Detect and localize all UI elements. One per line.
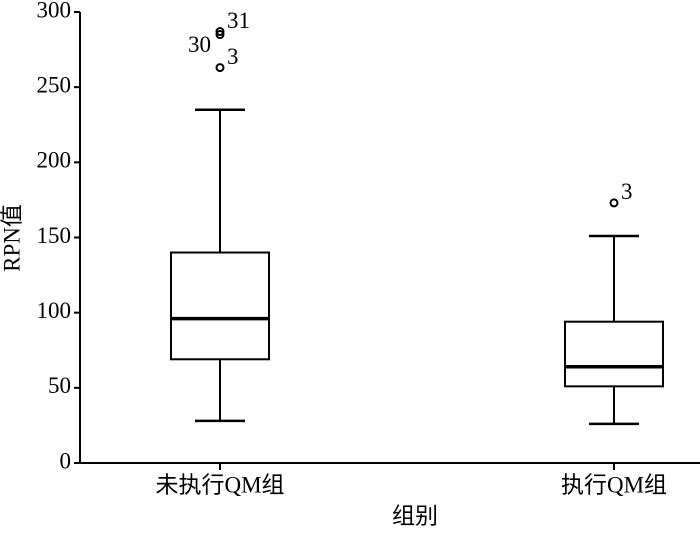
y-tick-label: 0 [60, 448, 72, 473]
x-axis-label: 组别 [392, 503, 438, 528]
box [564, 320, 664, 388]
outlier [215, 63, 225, 73]
y-tick-label: 150 [37, 223, 72, 248]
outlier [215, 30, 225, 40]
box [170, 251, 270, 361]
y-tick-label: 250 [37, 72, 72, 97]
outlier-label: 30 [188, 32, 211, 57]
outlier-label: 3 [621, 179, 633, 204]
outlier-label: 31 [227, 8, 250, 33]
outlier [215, 27, 225, 37]
x-tick-label: 未执行QM组 [155, 472, 284, 497]
outlier-label: 3 [227, 44, 239, 69]
y-tick-label: 300 [37, 0, 72, 22]
y-tick-label: 100 [37, 298, 72, 323]
outlier [609, 198, 619, 208]
y-axis-label: RPN值 [0, 204, 24, 272]
x-tick-label: 执行QM组 [561, 472, 667, 497]
y-tick-label: 200 [37, 148, 72, 173]
y-tick-label: 50 [48, 373, 71, 398]
